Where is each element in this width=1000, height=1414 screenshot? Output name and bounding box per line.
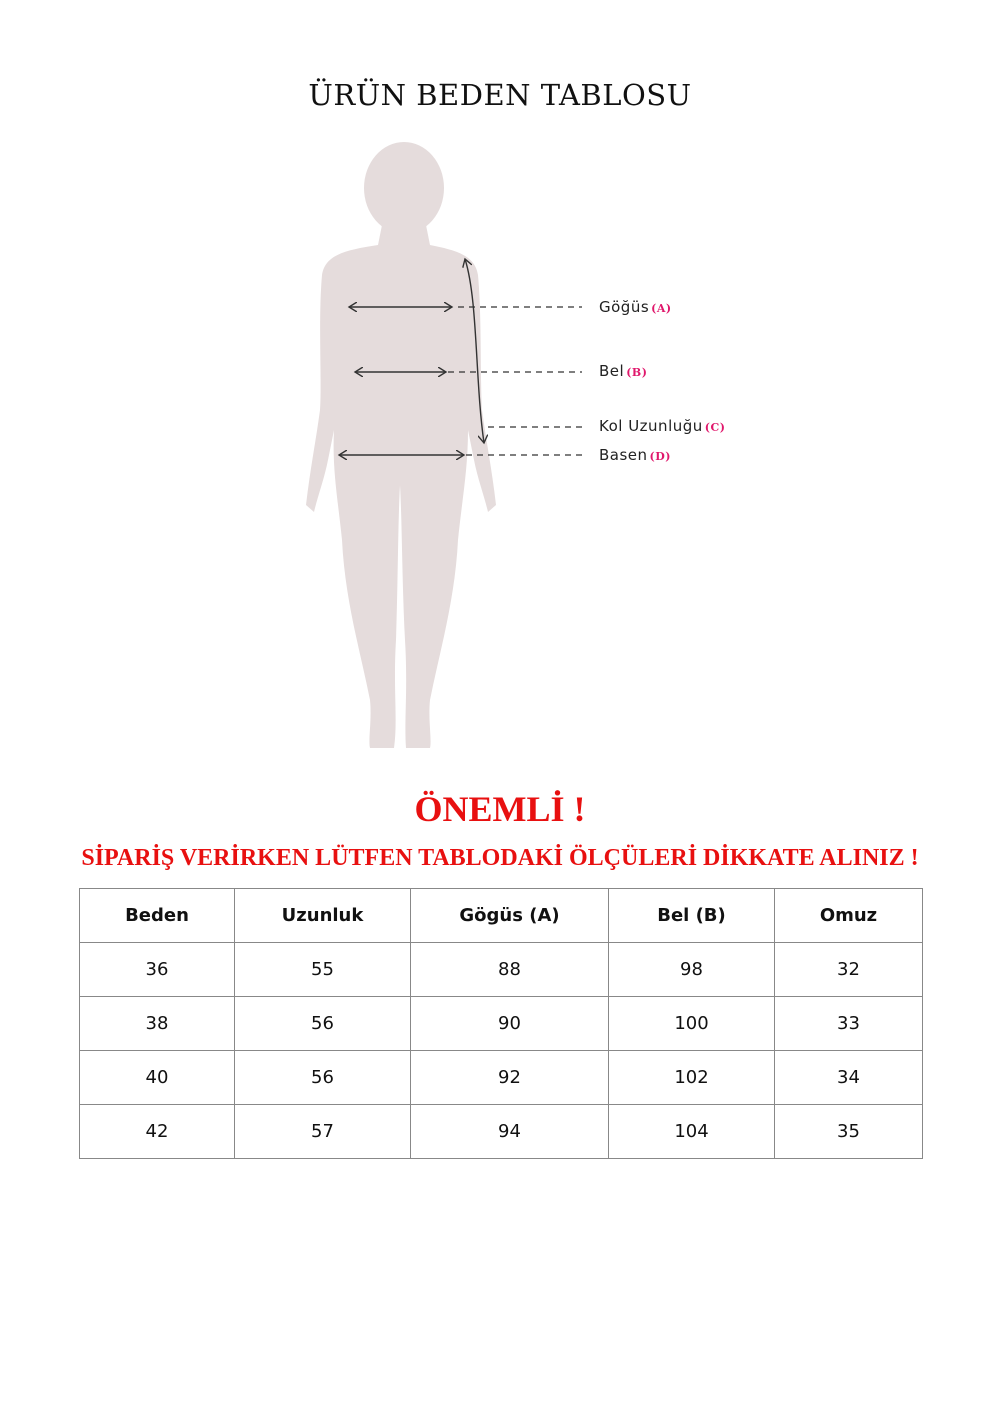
cell: 55	[234, 942, 411, 997]
label-text: Bel	[599, 362, 625, 380]
cell: 100	[608, 996, 775, 1051]
label-hip: Basen (D)	[599, 446, 671, 464]
table-row: 40 56 92 102 34	[79, 1050, 923, 1105]
cell: 104	[608, 1104, 775, 1159]
cell: 90	[410, 996, 609, 1051]
header-cell: Bel (B)	[608, 888, 775, 943]
cell: 102	[608, 1050, 775, 1105]
cell: 56	[234, 1050, 411, 1105]
notice-heading: ÖNEMLİ !	[414, 789, 586, 829]
label-text: Basen	[599, 446, 648, 464]
cell: 57	[234, 1104, 411, 1159]
cell: 94	[410, 1104, 609, 1159]
cell: 33	[774, 996, 923, 1051]
cell: 34	[774, 1050, 923, 1105]
table-row: 42 57 94 104 35	[79, 1104, 923, 1159]
label-tag: (D)	[649, 450, 671, 463]
cell: 40	[79, 1050, 235, 1105]
label-text: Göğüs	[599, 298, 650, 316]
table-header-row: Beden Uzunluk Gögüs (A) Bel (B) Omuz	[79, 888, 923, 943]
cell: 35	[774, 1104, 923, 1159]
label-chest: Göğüs (A)	[599, 298, 672, 316]
female-silhouette	[306, 142, 496, 748]
cell: 42	[79, 1104, 235, 1159]
cell: 98	[608, 942, 775, 997]
page-title: ÜRÜN BEDEN TABLOSU	[308, 78, 692, 112]
label-tag: (C)	[704, 421, 726, 434]
size-table: Beden Uzunluk Gögüs (A) Bel (B) Omuz 36 5…	[79, 888, 923, 1159]
header-cell: Beden	[79, 888, 235, 943]
label-tag: (B)	[626, 366, 648, 379]
label-tag: (A)	[651, 302, 672, 315]
table-row: 36 55 88 98 32	[79, 942, 923, 997]
header-cell: Uzunluk	[234, 888, 411, 943]
header-cell: Gögüs (A)	[410, 888, 609, 943]
label-waist: Bel (B)	[599, 362, 647, 380]
table-row: 38 56 90 100 33	[79, 996, 923, 1051]
cell: 92	[410, 1050, 609, 1105]
cell: 32	[774, 942, 923, 997]
label-text: Kol Uzunluğu	[599, 417, 703, 435]
cell: 88	[410, 942, 609, 997]
header-cell: Omuz	[774, 888, 923, 943]
sleeve-arrow	[465, 259, 484, 443]
notice-message: SİPARİŞ VERİRKEN LÜTFEN TABLODAKİ ÖLÇÜLE…	[81, 845, 919, 871]
body-measurement-diagram	[306, 142, 585, 748]
cell: 56	[234, 996, 411, 1051]
cell: 38	[79, 996, 235, 1051]
label-sleeve: Kol Uzunluğu (C)	[599, 417, 725, 435]
cell: 36	[79, 942, 235, 997]
